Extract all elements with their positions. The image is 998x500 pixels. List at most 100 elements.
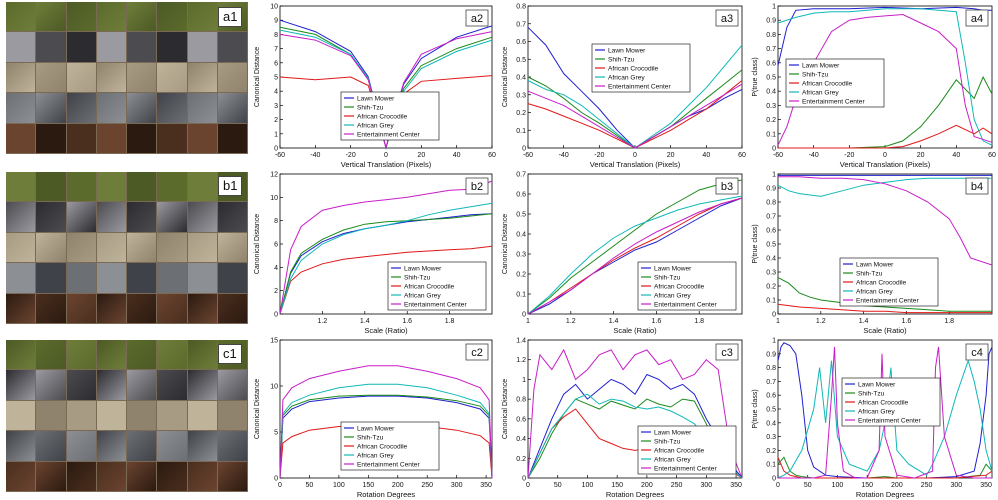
thumbnail-cell: [187, 370, 217, 400]
series-line-entertainment-center: [778, 346, 992, 479]
x-tick-label: 1.2: [816, 318, 826, 325]
x-tick-label: 250: [921, 482, 933, 489]
legend-label: Entertainment Center: [802, 99, 865, 106]
x-tick-label: 1.2: [566, 318, 576, 325]
thumbnail-cell: [36, 293, 66, 323]
x-tick-label: 40: [453, 152, 461, 159]
x-tick-label: 1.4: [609, 318, 619, 325]
x-axis-label: Scale (Ratio): [613, 326, 657, 335]
panel-tag-box: [465, 343, 489, 361]
panel-tag-a1: a1: [218, 7, 243, 27]
y-tick-label: 0.3: [766, 103, 776, 110]
thumbnail-cell: [157, 263, 187, 293]
legend-box: [785, 58, 885, 108]
chart-a3: -60 -40 -20 0 20 40 60 0 0.1 0.2 0.3 0.4 0.5 0.6 0.7 0.…: [502, 4, 746, 170]
legend-label: Lawn Mower: [357, 96, 395, 103]
legend-label: Shih-Tzu: [856, 271, 883, 278]
thumbnail-cell: [187, 62, 217, 93]
x-tick-label: 0: [384, 152, 388, 159]
y-tick-label: 0.8: [766, 200, 776, 207]
x-axis-label: Vertical Translation (Pixels): [590, 160, 681, 169]
y-tick-label: 10: [270, 384, 278, 391]
thumbnail-cell: [66, 461, 96, 491]
legend-label: Entertainment Center: [404, 302, 467, 309]
thumbnail-cell: [127, 93, 157, 123]
legend-label: Shih-Tzu: [404, 275, 431, 282]
y-tick-label: 7: [274, 46, 278, 53]
x-tick-label: 350: [480, 482, 492, 489]
x-tick-label: 1.6: [652, 318, 662, 325]
legend-label: African Grey: [856, 289, 893, 296]
x-tick-label: 40: [702, 152, 710, 159]
y-tick-label: 0.8: [766, 365, 776, 372]
legend-label: African Grey: [858, 409, 895, 416]
y-tick-label: 6: [274, 242, 278, 249]
x-tick-label: 200: [641, 482, 653, 489]
thumbnail-cell: [6, 370, 36, 400]
y-axis-label: Canonical Distance: [502, 379, 509, 439]
panel-tag-label: c3: [721, 347, 733, 359]
series-line-lawn-mower: [279, 395, 493, 479]
thumbnail-cell: [6, 400, 36, 431]
thumbnail-cell: [96, 340, 126, 370]
legend: Lawn Mower Shih-Tzu African Crocodile Afric…: [839, 257, 939, 307]
thumbnail-cell: [157, 461, 187, 491]
thumbnail-cell: [127, 340, 157, 370]
chart-c4: 0 50 100 150 200 250 300 350 0 0.1 0.2 0.3 0.4 0.5 0.6…: [752, 338, 993, 499]
thumbnail-cell: [217, 293, 247, 323]
thumbnail-cell: [6, 172, 36, 202]
thumbnail-cell: [66, 370, 96, 400]
thumbnail-cell: [187, 340, 217, 370]
thumbnail-cell: [127, 263, 157, 293]
legend-box: [839, 257, 939, 307]
legend-box: [637, 425, 737, 475]
legend-label: Lawn Mower: [654, 430, 692, 437]
thumbnail-cell: [157, 340, 187, 370]
thumbnail-cell: [96, 93, 126, 123]
x-tick-label: 250: [671, 482, 683, 489]
thumbnail-cell: [66, 123, 96, 153]
panel-tag-label: a4: [971, 13, 983, 25]
legend-box: [340, 91, 440, 141]
panel-tag-box: [465, 9, 489, 27]
x-tick-label: 20: [417, 152, 425, 159]
x-tick-label: 50: [554, 482, 562, 489]
x-tick-label: 1.4: [360, 318, 370, 325]
y-tick-label: 10: [270, 195, 278, 202]
y-tick-label: 0: [274, 476, 278, 483]
series-line-african-crocodile: [777, 303, 992, 314]
thumbnail-cell: [157, 32, 187, 62]
x-tick-label: 200: [392, 482, 404, 489]
x-tick-label: 1.2: [318, 318, 328, 325]
legend: Lawn Mower Shih-Tzu African Crocodile Afric…: [340, 91, 440, 141]
x-tick-label: 0: [776, 482, 780, 489]
series-line-african-grey: [279, 383, 493, 479]
legend-label: African Grey: [654, 457, 691, 464]
legend-label: Entertainment Center: [858, 418, 921, 425]
x-tick-label: -60: [773, 152, 783, 159]
y-tick-label: 1: [274, 131, 278, 138]
x-axis-label: Rotation Degrees: [606, 490, 665, 499]
chart-a2: -60 -40 -20 0 20 40 60 0 1 2 3 4 5 6 7 8 9 10 Vertical Tra…: [254, 4, 496, 170]
legend-label: African Grey: [357, 453, 394, 460]
panel-tag-label: b3: [721, 181, 733, 193]
panel-tag-b1: b1: [218, 176, 243, 196]
legend: Lawn Mower Shih-Tzu African Crocodile Afric…: [637, 425, 737, 475]
thumbnail-cell: [96, 263, 126, 293]
thumbnail-cell: [6, 263, 36, 293]
legend: Lawn Mower Shih-Tzu African Crocodile Afric…: [841, 377, 941, 427]
y-tick-label: 0: [772, 312, 776, 319]
series-line-shih-tzu: [279, 213, 493, 315]
y-tick-label: 0.6: [516, 39, 526, 46]
series-line-entertainment-center: [527, 197, 743, 315]
thumbnail-cell: [6, 202, 36, 232]
legend-label: Shih-Tzu: [858, 391, 885, 398]
thumbnail-cell: [187, 172, 217, 202]
thumbnail-cell: [217, 62, 247, 93]
legend-label: Entertainment Center: [608, 84, 671, 91]
thumbnail-cell: [217, 202, 247, 232]
legend: Lawn Mower Shih-Tzu African Crocodile Afric…: [785, 58, 885, 108]
x-tick-label: -40: [809, 152, 819, 159]
x-tick-label: 60: [738, 152, 746, 159]
y-tick-label: 0.6: [766, 393, 776, 400]
